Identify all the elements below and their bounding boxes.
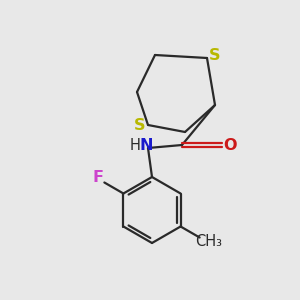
Text: N: N bbox=[139, 137, 153, 152]
Text: H: H bbox=[130, 137, 140, 152]
Text: F: F bbox=[93, 170, 104, 185]
Text: S: S bbox=[209, 49, 221, 64]
Text: S: S bbox=[134, 118, 146, 134]
Text: CH₃: CH₃ bbox=[195, 234, 222, 249]
Text: O: O bbox=[223, 137, 237, 152]
